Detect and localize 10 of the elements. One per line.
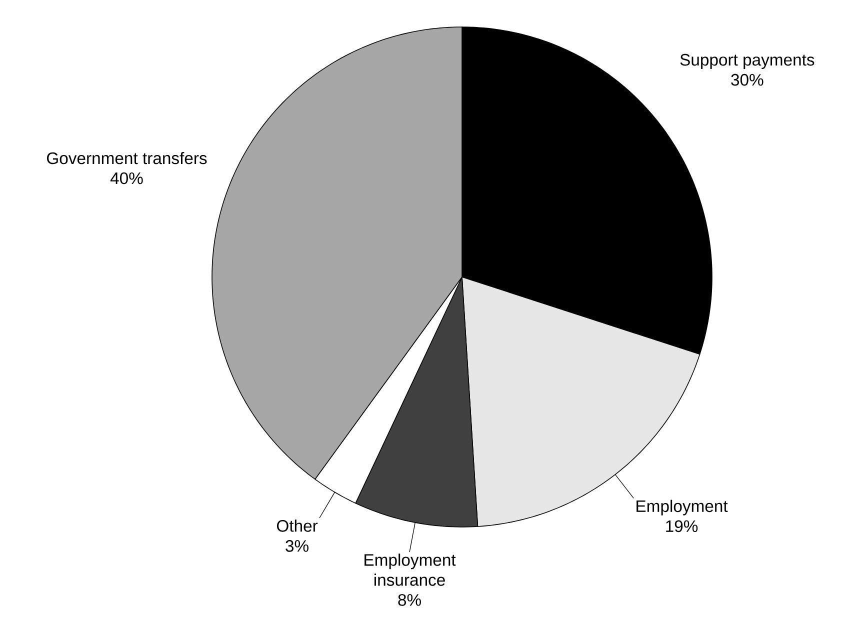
data-label: 40% xyxy=(110,172,143,184)
slice-label: Other xyxy=(276,520,318,532)
slice-label: Employment insurance xyxy=(364,554,456,586)
data-label: 3% xyxy=(286,540,308,552)
slice-label: Government transfers xyxy=(47,152,207,164)
slice-label: Support payments xyxy=(680,54,814,69)
data-label: 30% xyxy=(731,74,764,86)
data-label: 8% xyxy=(398,594,421,606)
slice-label: Employment xyxy=(636,500,728,516)
data-label: 19% xyxy=(666,520,698,532)
